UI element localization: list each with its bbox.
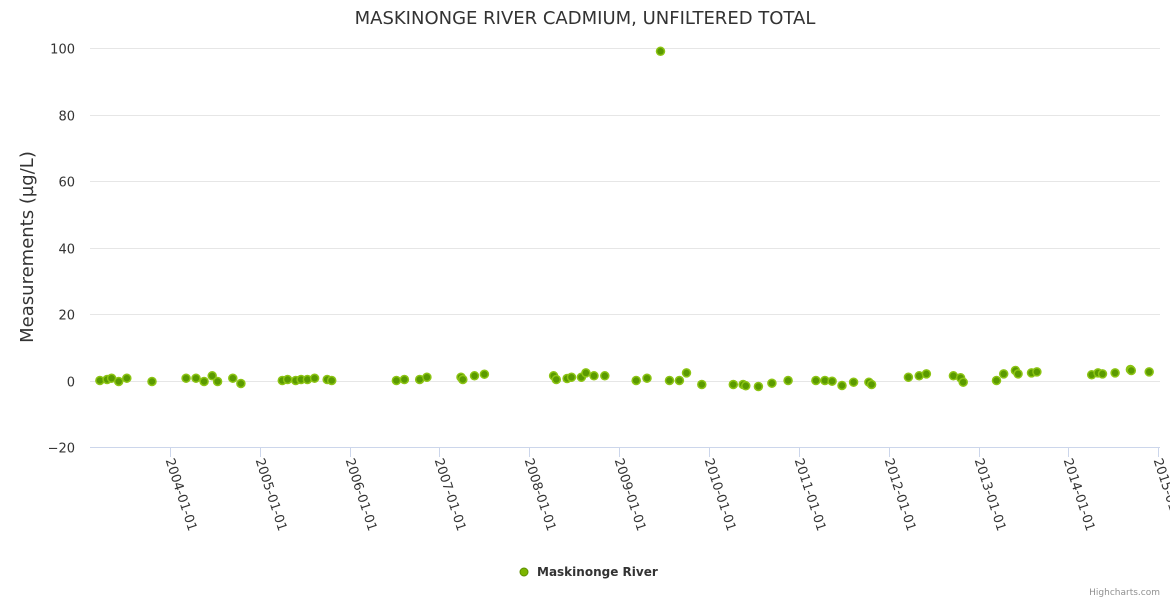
data-point[interactable] — [199, 376, 209, 387]
credits-link[interactable]: Highcharts.com — [1089, 588, 1160, 598]
data-point[interactable] — [1144, 367, 1154, 377]
legend[interactable]: Maskinonge River — [519, 565, 658, 579]
data-point[interactable] — [147, 376, 157, 387]
data-point[interactable] — [642, 373, 652, 383]
data-point[interactable] — [309, 373, 320, 383]
data-point[interactable] — [664, 375, 675, 386]
data-point[interactable] — [753, 381, 764, 392]
legend-item-label[interactable]: Maskinonge River — [537, 565, 658, 579]
x-tick-label: 2006-01-01 — [342, 457, 380, 533]
data-point[interactable] — [212, 376, 223, 387]
y-axis: −20 0 20 40 60 80 100 — [48, 43, 75, 457]
x-tick-label: 2005-01-01 — [252, 457, 290, 533]
data-point[interactable] — [589, 371, 599, 381]
y-tick-label: 60 — [58, 176, 75, 191]
data-point[interactable] — [422, 372, 432, 382]
data-point[interactable] — [399, 374, 410, 385]
data-point[interactable] — [191, 373, 201, 383]
x-tick-label: 2010-01-01 — [701, 457, 739, 533]
data-point[interactable] — [551, 374, 562, 385]
data-point[interactable] — [228, 373, 238, 383]
data-point[interactable] — [811, 375, 821, 386]
y-tick-label: 0 — [67, 376, 75, 391]
data-point[interactable] — [236, 378, 246, 389]
data-point[interactable] — [566, 372, 577, 382]
data-point[interactable] — [866, 379, 877, 390]
y-tick-label: 100 — [50, 43, 75, 58]
data-point[interactable] — [1110, 368, 1120, 378]
data-point[interactable] — [631, 375, 641, 386]
data-point[interactable] — [921, 369, 932, 379]
x-tick-label: 2015-01-01 — [1150, 457, 1170, 533]
data-point[interactable] — [181, 373, 191, 383]
y-tick-label: 40 — [58, 243, 75, 258]
x-tick-label: 2004-01-01 — [162, 457, 200, 533]
y-axis-title: Measurements (µg/L) — [17, 151, 38, 343]
data-point[interactable] — [469, 371, 480, 381]
data-point[interactable] — [1032, 367, 1042, 377]
data-point[interactable] — [837, 380, 847, 391]
data-point[interactable] — [848, 377, 859, 387]
y-tick-label: −20 — [48, 442, 75, 457]
x-tick-label: 2014-01-01 — [1060, 457, 1098, 533]
data-point[interactable] — [326, 375, 337, 386]
x-tick-label: 2012-01-01 — [881, 457, 919, 533]
data-point[interactable] — [1097, 369, 1108, 379]
x-axis: 2004-01-01 2005-01-01 2006-01-01 2007-01-01… — [162, 447, 1170, 533]
grid-lines — [90, 48, 1160, 448]
data-point[interactable] — [958, 377, 968, 387]
series-maskinonge-river — [95, 46, 1154, 392]
data-point[interactable] — [827, 376, 837, 386]
data-point[interactable] — [207, 371, 217, 381]
data-point[interactable] — [655, 46, 666, 57]
chart-title: MASKINONGE RIVER CADMIUM, UNFILTERED TOT… — [355, 8, 816, 29]
data-point[interactable] — [282, 374, 293, 385]
data-point[interactable] — [681, 368, 692, 378]
data-point[interactable] — [697, 379, 707, 390]
y-tick-label: 20 — [58, 309, 75, 324]
data-point[interactable] — [674, 375, 685, 386]
x-tick-label: 2007-01-01 — [431, 457, 469, 533]
data-point[interactable] — [1013, 369, 1023, 379]
data-point[interactable] — [741, 381, 751, 391]
data-point[interactable] — [122, 373, 132, 383]
data-point[interactable] — [458, 374, 468, 385]
x-tick-label: 2011-01-01 — [791, 457, 829, 533]
data-point[interactable] — [479, 369, 490, 379]
data-point[interactable] — [391, 375, 402, 386]
x-tick-label: 2013-01-01 — [971, 457, 1009, 533]
data-point[interactable] — [903, 372, 914, 382]
legend-marker — [519, 567, 529, 577]
data-point[interactable] — [783, 375, 793, 386]
data-point[interactable] — [113, 376, 124, 387]
data-point[interactable] — [998, 369, 1009, 379]
data-point[interactable] — [1126, 365, 1137, 376]
y-tick-label: 80 — [58, 110, 75, 125]
data-point[interactable] — [767, 378, 777, 388]
data-point[interactable] — [581, 368, 591, 378]
data-point[interactable] — [991, 375, 1002, 386]
x-tick-label: 2008-01-01 — [521, 457, 559, 533]
data-point[interactable] — [728, 379, 739, 390]
data-point[interactable] — [600, 371, 610, 381]
x-tick-label: 2009-01-01 — [611, 457, 649, 533]
